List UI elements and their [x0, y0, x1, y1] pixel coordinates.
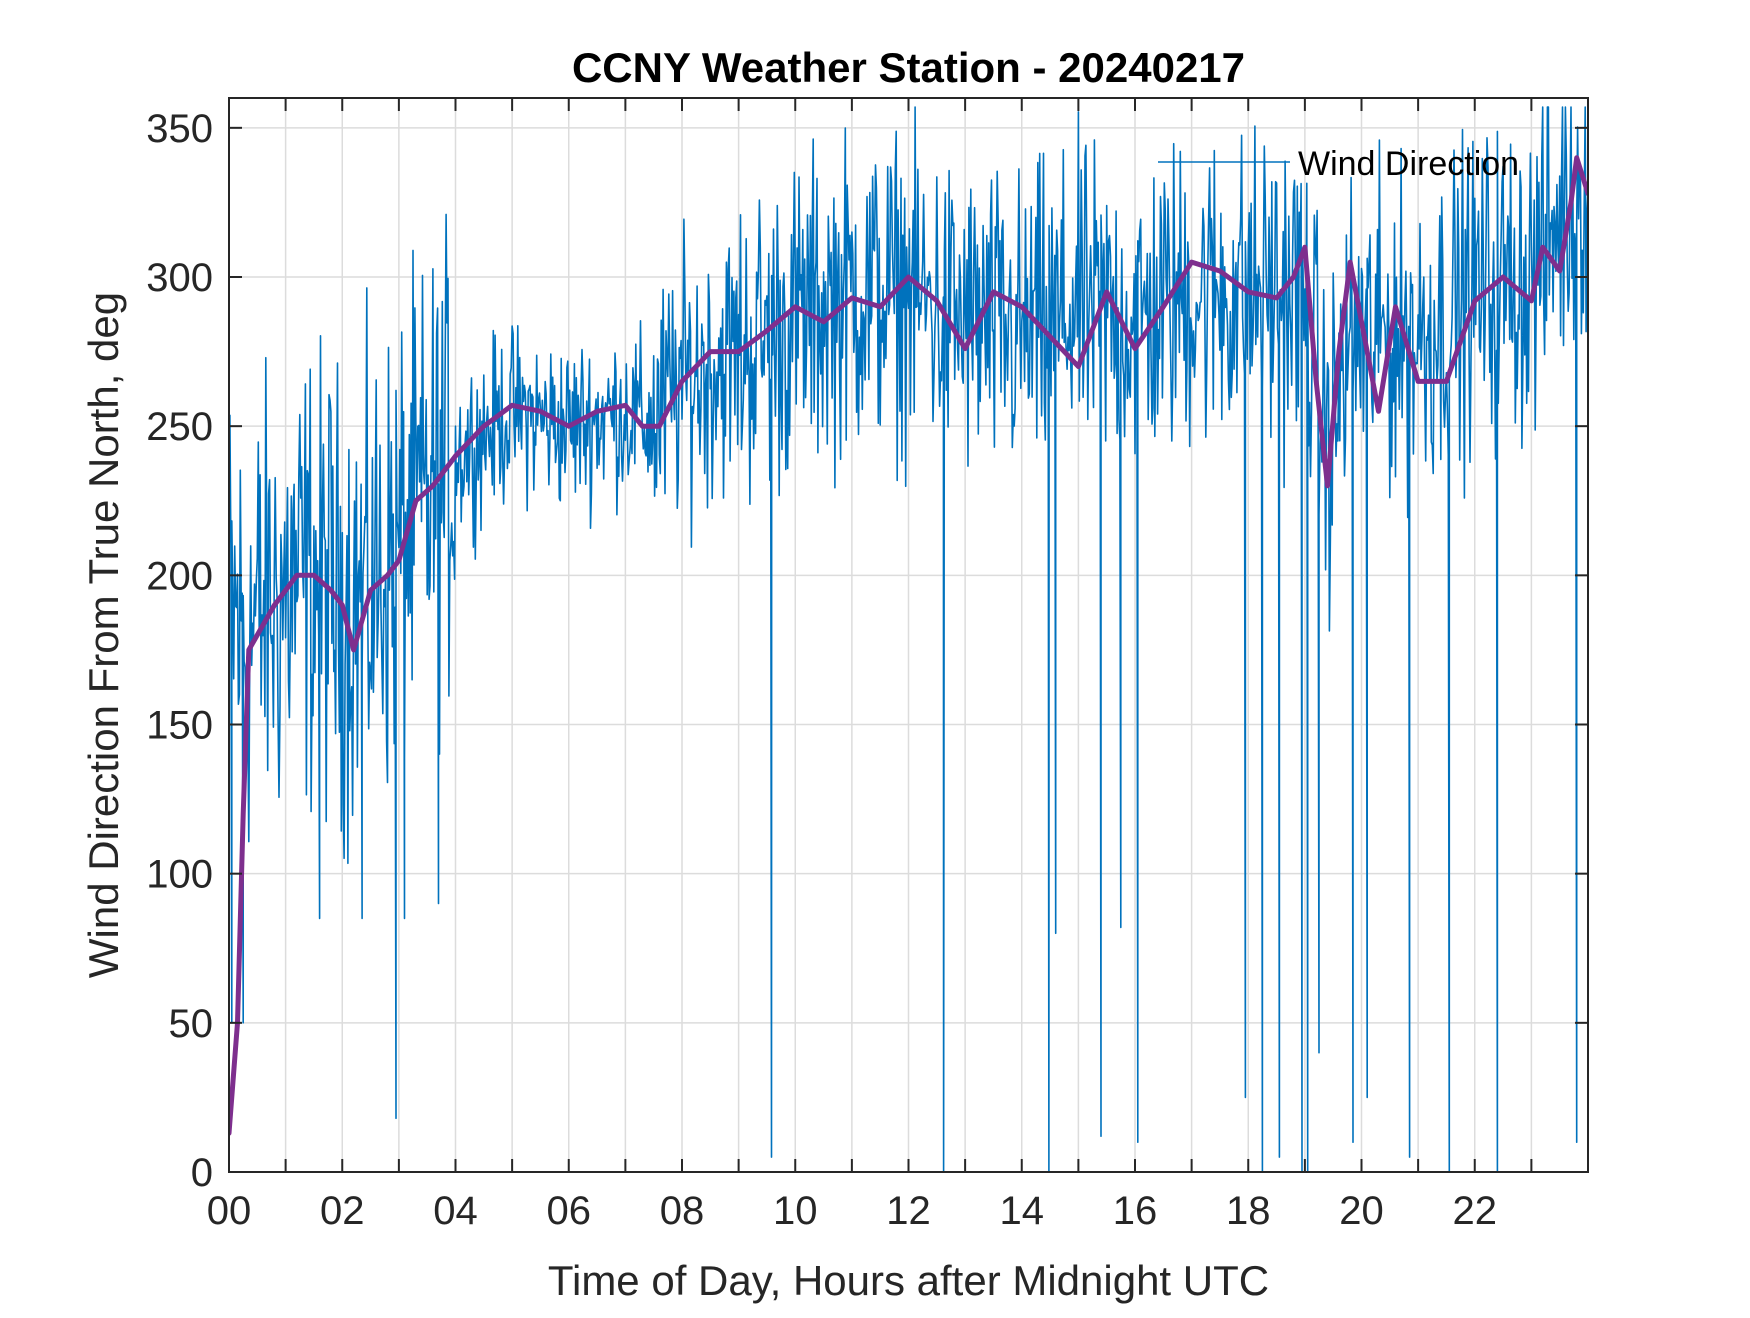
y-tick-label: 100 — [146, 853, 213, 897]
chart-title: CCNY Weather Station - 20240217 — [572, 44, 1245, 91]
x-tick-label: 12 — [886, 1189, 931, 1233]
ticks — [228, 98, 1589, 1173]
x-tick-label: 18 — [1226, 1189, 1271, 1233]
legend-entry: Wind Direction — [1298, 145, 1519, 183]
series-layer — [229, 106, 1588, 1172]
series-smoothed-wind-direction — [229, 155, 1588, 1136]
tick-labels: 00 02 04 06 08 10 12 14 16 18 20 22 0 50 100 150 200 250 3… — [146, 107, 1497, 1233]
y-tick-label: 50 — [169, 1002, 214, 1046]
y-tick-label: 150 — [146, 704, 213, 748]
x-tick-label: 04 — [433, 1189, 478, 1233]
x-axis-label: Time of Day, Hours after Midnight UTC — [548, 1257, 1269, 1304]
x-tick-label: 14 — [1000, 1189, 1045, 1233]
y-tick-label: 350 — [146, 107, 213, 151]
y-tick-label: 0 — [191, 1151, 213, 1195]
grid — [229, 98, 1588, 1172]
x-tick-label: 00 — [207, 1189, 252, 1233]
y-tick-label: 200 — [146, 554, 213, 598]
x-tick-label: 10 — [773, 1189, 818, 1233]
x-tick-label: 08 — [660, 1189, 705, 1233]
y-tick-label: 250 — [146, 405, 213, 449]
x-tick-label: 06 — [547, 1189, 592, 1233]
x-tick-label: 02 — [320, 1189, 365, 1233]
x-tick-label: 22 — [1453, 1189, 1498, 1233]
y-tick-label: 300 — [146, 256, 213, 300]
series-wind-direction — [229, 106, 1588, 1172]
x-tick-label: 20 — [1339, 1189, 1384, 1233]
legend: Wind Direction — [1158, 145, 1519, 183]
x-tick-label: 16 — [1113, 1189, 1158, 1233]
y-axis-label: Wind Direction From True North, deg — [80, 292, 127, 978]
